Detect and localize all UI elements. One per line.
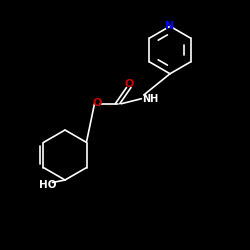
Text: N: N: [166, 21, 174, 31]
Text: O: O: [92, 98, 102, 108]
Text: O: O: [125, 79, 134, 89]
Text: NH: NH: [142, 94, 159, 104]
Text: HO: HO: [39, 180, 56, 190]
